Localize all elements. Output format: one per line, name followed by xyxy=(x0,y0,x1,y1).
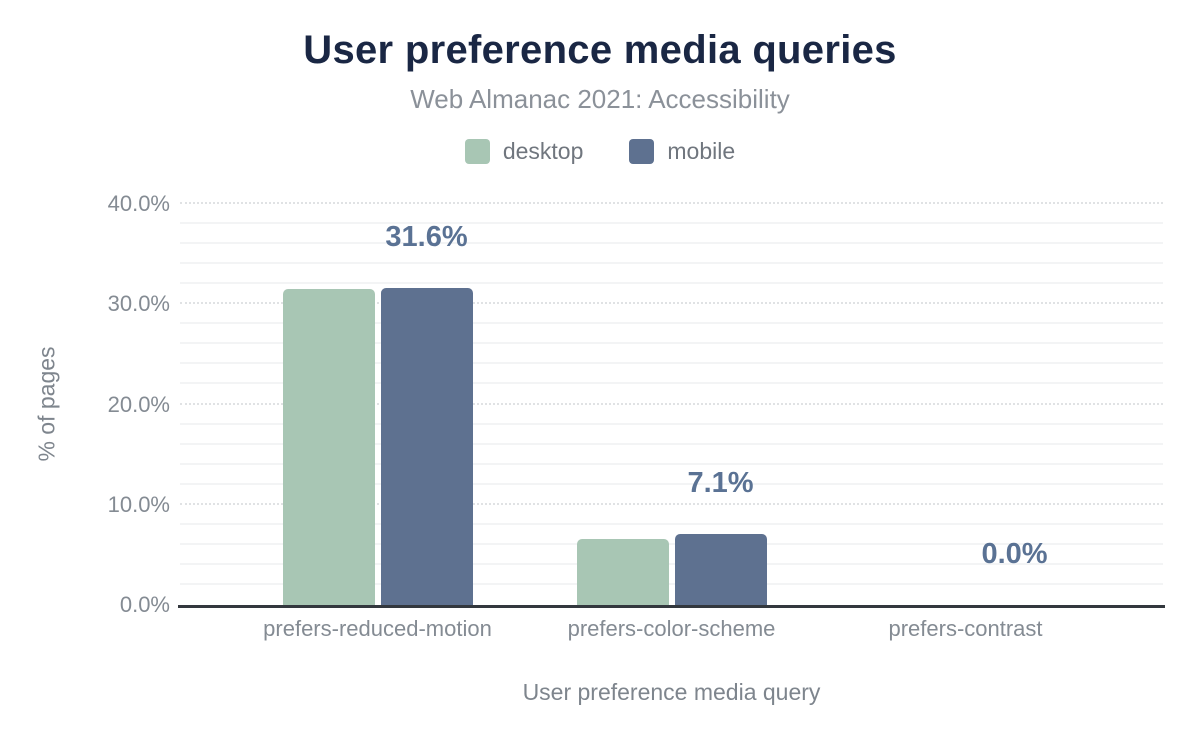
bar-group-prefers-reduced-motion xyxy=(231,204,525,605)
data-label-prefers-contrast: 0.0% xyxy=(981,538,1048,570)
data-label-prefers-color-scheme: 7.1% xyxy=(687,466,754,499)
legend-item-desktop: desktop xyxy=(464,138,584,165)
y-tick-10.0%: 10.0% xyxy=(107,491,170,517)
y-tick-0.0%: 0.0% xyxy=(119,592,170,617)
bar-desktop-prefers-color-scheme[interactable] xyxy=(576,538,669,605)
major-gridline xyxy=(180,302,1163,305)
minor-gridline xyxy=(180,342,1163,345)
major-gridline xyxy=(180,202,1163,204)
legend: desktop mobile xyxy=(0,138,1200,165)
chart-subtitle: Web Almanac 2021: Accessibility xyxy=(410,84,790,114)
chart-header: User preference media queries Web Almana… xyxy=(0,0,1200,165)
data-label-prefers-reduced-motion: 31.6% xyxy=(385,221,468,254)
x-tick-prefers-contrast: prefers-contrast xyxy=(888,616,1043,641)
y-tick-20.0%: 20.0% xyxy=(107,391,170,417)
legend-item-mobile: mobile xyxy=(629,138,735,165)
legend-swatch-mobile xyxy=(629,139,655,164)
minor-gridline xyxy=(180,522,1163,525)
minor-gridline xyxy=(180,582,1163,585)
minor-gridline xyxy=(180,422,1163,425)
minor-gridline xyxy=(180,222,1163,225)
minor-gridline xyxy=(180,362,1163,365)
x-axis-title: User preference media query xyxy=(522,679,821,705)
bar-desktop-prefers-reduced-motion[interactable] xyxy=(282,289,375,605)
minor-gridline xyxy=(180,462,1163,465)
minor-gridline xyxy=(180,262,1163,265)
legend-label-desktop: desktop xyxy=(502,138,584,164)
plot-area: 31.6% 7.1% 0.0% xyxy=(178,202,1165,608)
minor-gridline xyxy=(180,542,1163,545)
minor-gridline xyxy=(180,322,1163,325)
legend-label-mobile: mobile xyxy=(667,138,736,164)
major-gridline xyxy=(180,502,1163,505)
legend-swatch-desktop xyxy=(464,139,490,164)
x-tick-prefers-reduced-motion: prefers-reduced-motion xyxy=(263,616,492,641)
x-tick-prefers-color-scheme: prefers-color-scheme xyxy=(567,616,776,641)
y-tick-40.0%: 40.0% xyxy=(107,191,170,216)
bar-mobile-prefers-reduced-motion[interactable] xyxy=(380,288,473,605)
minor-gridline xyxy=(180,242,1163,245)
chart-title: User preference media queries xyxy=(303,28,897,72)
bar-mobile-prefers-color-scheme[interactable] xyxy=(674,533,767,605)
bar-group-prefers-color-scheme xyxy=(525,204,819,605)
minor-gridline xyxy=(180,382,1163,385)
y-tick-30.0%: 30.0% xyxy=(107,291,170,317)
x-axis-line xyxy=(178,605,1165,608)
minor-gridline xyxy=(180,282,1163,285)
minor-gridline xyxy=(180,442,1163,445)
major-gridline xyxy=(180,402,1163,405)
minor-gridline xyxy=(180,562,1163,565)
minor-gridline xyxy=(180,482,1163,485)
